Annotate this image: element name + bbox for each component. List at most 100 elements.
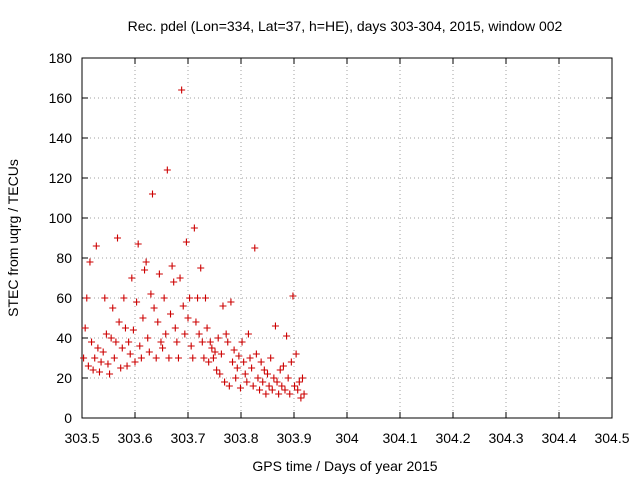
data-point	[84, 362, 92, 370]
data-point	[114, 234, 122, 242]
y-axis-label: STEC from uqrg / TECUs	[5, 159, 21, 317]
axis-ticks	[81, 57, 613, 419]
data-point	[131, 358, 139, 366]
data-point	[99, 348, 107, 356]
data-point	[283, 332, 291, 340]
y-tick-label: 80	[56, 250, 72, 266]
x-tick-label: 303.5	[64, 430, 99, 446]
data-point	[170, 278, 178, 286]
data-point	[213, 366, 221, 374]
data-point	[227, 298, 235, 306]
data-point	[157, 338, 165, 346]
data-point	[252, 350, 260, 358]
x-tick-label: 304.1	[382, 430, 417, 446]
data-point	[167, 310, 175, 318]
data-point	[178, 86, 186, 94]
data-point	[142, 258, 150, 266]
data-point	[233, 364, 241, 372]
data-point	[110, 354, 118, 362]
x-tick-label: 303.7	[170, 430, 205, 446]
data-point	[219, 302, 227, 310]
x-tick-label: 304.5	[594, 430, 629, 446]
data-point	[211, 348, 219, 356]
x-tick-label: 304.2	[435, 430, 470, 446]
data-point	[198, 338, 206, 346]
data-point	[197, 264, 205, 272]
data-point	[249, 382, 257, 390]
data-point	[222, 330, 230, 338]
data-point	[163, 166, 171, 174]
data-point	[195, 330, 203, 338]
data-point	[120, 294, 128, 302]
data-point	[186, 294, 194, 302]
y-tick-label: 60	[56, 290, 72, 306]
data-point	[236, 384, 244, 392]
data-point	[95, 368, 103, 376]
data-point	[292, 350, 300, 358]
data-point	[173, 338, 181, 346]
x-tick-label: 303.9	[276, 430, 311, 446]
data-point	[221, 378, 229, 386]
data-point	[265, 382, 273, 390]
y-tick-labels: 0 20 40 60 80 100 120 140 160 180	[49, 50, 73, 426]
data-point	[118, 344, 126, 352]
y-tick-label: 100	[49, 210, 73, 226]
data-point	[216, 370, 224, 378]
data-point	[89, 366, 97, 374]
y-tick-label: 180	[49, 50, 73, 66]
data-point	[125, 338, 133, 346]
data-point	[145, 348, 153, 356]
data-point	[281, 386, 289, 394]
data-point	[152, 354, 160, 362]
data-point	[294, 386, 302, 394]
data-point	[225, 382, 233, 390]
data-point	[289, 292, 297, 300]
data-point	[144, 334, 152, 342]
data-point	[235, 352, 243, 360]
data-point	[229, 358, 237, 366]
data-point	[264, 370, 271, 378]
data-point	[257, 358, 265, 366]
x-tick-label: 304.4	[541, 430, 576, 446]
data-point	[115, 318, 123, 326]
data-point	[244, 330, 252, 338]
data-point	[106, 370, 114, 378]
data-point	[240, 358, 248, 366]
data-point	[224, 338, 232, 346]
data-point	[256, 386, 264, 394]
data-point	[295, 378, 303, 386]
data-point	[270, 374, 278, 382]
data-point	[83, 294, 91, 302]
data-point	[268, 386, 276, 394]
data-point	[171, 324, 179, 332]
data-point	[104, 360, 112, 368]
data-point	[254, 374, 262, 382]
data-point	[300, 390, 308, 398]
data-point	[141, 266, 149, 274]
data-point	[94, 344, 102, 352]
data-point	[214, 334, 222, 342]
data-point	[278, 382, 286, 390]
data-point	[162, 330, 170, 338]
data-point	[176, 274, 184, 282]
data-point	[179, 302, 187, 310]
y-tick-label: 140	[49, 130, 73, 146]
data-point	[232, 374, 240, 382]
data-point	[92, 242, 100, 250]
data-point	[107, 334, 115, 342]
data-point	[159, 344, 167, 352]
data-point	[133, 298, 141, 306]
x-tick-label: 303.6	[117, 430, 152, 446]
data-point	[243, 378, 251, 386]
data-point	[168, 262, 176, 270]
x-axis-label: GPS time / Days of year 2015	[252, 458, 437, 474]
grid-lines	[82, 58, 612, 418]
data-point	[201, 294, 209, 302]
data-point	[121, 324, 129, 332]
data-point	[271, 322, 279, 330]
y-tick-label: 40	[56, 330, 72, 346]
data-point	[291, 382, 299, 390]
data-point	[187, 342, 195, 350]
chart-title: Rec. pdel (Lon=334, Lat=37, h=HE), days …	[128, 18, 563, 34]
